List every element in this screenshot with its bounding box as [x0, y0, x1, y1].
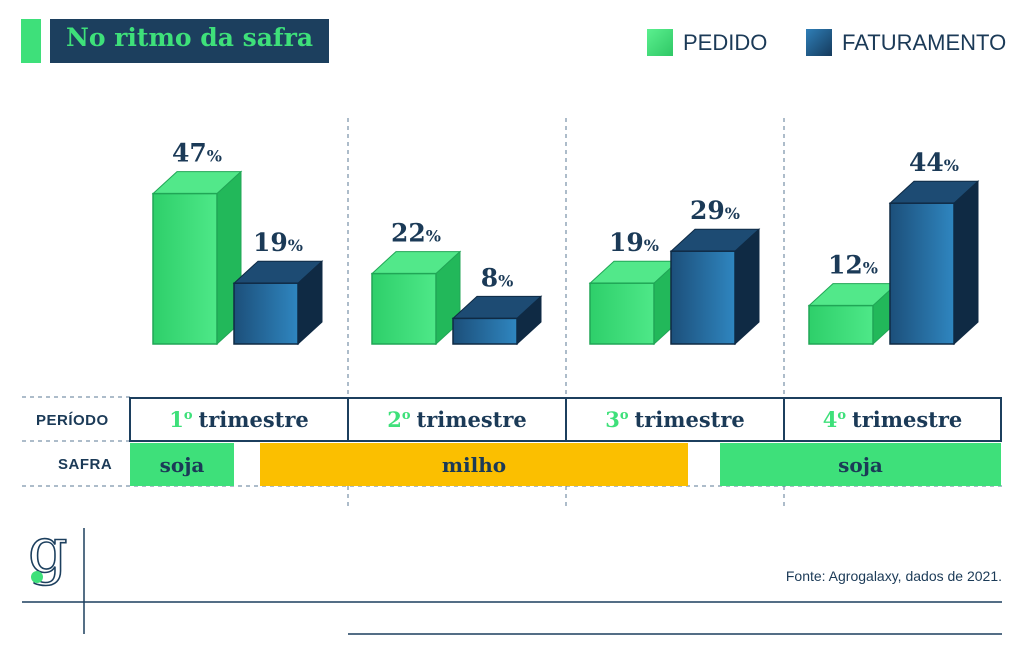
period-ordinal: 2o [387, 407, 411, 432]
safra-segment-milho: milho [260, 443, 688, 486]
value-label-pedido-q1: 47% [172, 139, 222, 168]
value-label-pedido-q2: 22% [391, 219, 441, 248]
value-label-pedido-q3: 19% [609, 228, 659, 257]
period-label: trimestre [634, 407, 745, 432]
period-cell-4: 4o trimestre [784, 398, 1001, 441]
period-table-frame [129, 397, 1002, 442]
period-ordinal: 1o [169, 407, 193, 432]
value-label-faturamento-q1: 19% [253, 228, 303, 257]
safra-segment-soja-2: soja [720, 443, 1001, 486]
title-accent-tab [21, 19, 41, 63]
period-ordinal: 4o [822, 407, 846, 432]
period-ordinal: 3o [605, 407, 629, 432]
bar-faturamento-q3 [669, 228, 761, 346]
bar-faturamento-q4 [888, 180, 980, 346]
bar-side-faturamento-q4 [953, 180, 979, 346]
period-label: trimestre [198, 407, 309, 432]
legend-label-pedido: PEDIDO [683, 30, 768, 55]
bar-front-pedido-q2 [371, 272, 437, 345]
value-label-faturamento-q2: 8% [481, 263, 514, 292]
bar-front-faturamento-q4 [889, 202, 955, 345]
bar-pedido-q3 [588, 260, 680, 346]
bar-front-pedido-q4 [808, 304, 874, 345]
title-box [50, 19, 329, 63]
bar-front-faturamento-q1 [233, 282, 299, 345]
bar-pedido-q4 [807, 282, 899, 346]
row-label-periodo: PERÍODO [36, 412, 109, 429]
bar-front-pedido-q1 [152, 192, 218, 345]
period-label: trimestre [416, 407, 527, 432]
period-cell-2: 2o trimestre [348, 398, 566, 441]
source-note: Fonte: Agrogalaxy, dados de 2021. [785, 568, 1002, 584]
chart-title: No ritmo da safra [66, 23, 314, 52]
legend-label-faturamento: FATURAMENTO [842, 30, 1007, 55]
bar-faturamento-q1 [232, 260, 324, 346]
safra-segment-soja-1: soja [130, 443, 234, 486]
value-label-faturamento-q3: 29% [690, 196, 740, 225]
value-label-pedido-q4: 12% [828, 251, 878, 280]
bar-pedido-q2 [370, 250, 462, 346]
footer-lines [22, 528, 1002, 635]
bar-pedido-q1 [151, 170, 243, 346]
logo-g-icon: g [27, 520, 68, 588]
bar-front-faturamento-q2 [452, 317, 518, 345]
bars-layer: 47% 22% 19% 12% 19% 8% 29% 44% [151, 139, 980, 346]
bar-front-pedido-q3 [589, 282, 655, 345]
bar-faturamento-q2 [451, 295, 543, 346]
legend-swatch-pedido [647, 29, 673, 56]
period-label: trimestre [852, 407, 963, 432]
bar-front-faturamento-q3 [670, 250, 736, 345]
period-cell-3: 3o trimestre [566, 398, 784, 441]
grid-dividers [22, 118, 1002, 508]
period-cell-1: 1o trimestre [130, 398, 348, 441]
value-label-faturamento-q4: 44% [909, 148, 959, 177]
row-label-safra: SAFRA [58, 456, 113, 473]
legend-swatch-faturamento [806, 29, 832, 56]
